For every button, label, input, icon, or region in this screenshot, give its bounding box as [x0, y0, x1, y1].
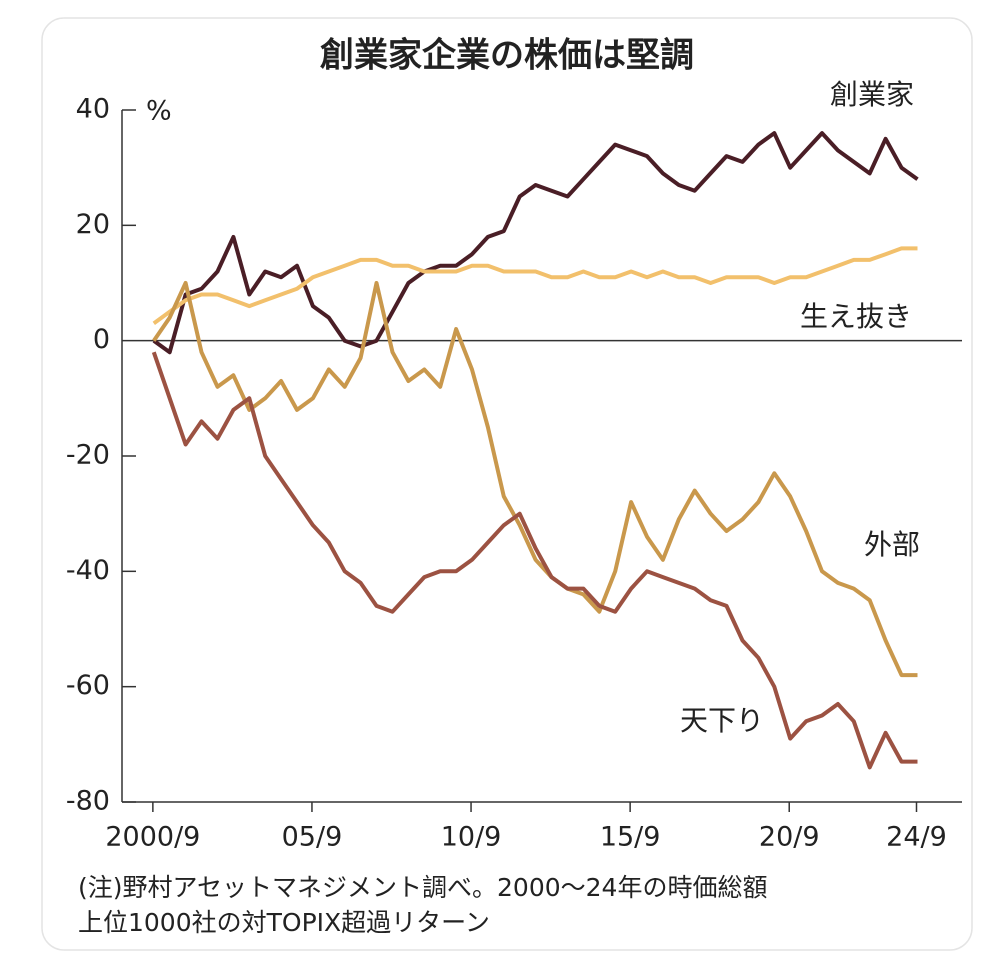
y-tick-label: -80	[66, 786, 110, 817]
x-tick-label: 24/9	[886, 822, 947, 853]
y-tick-label: 0	[93, 324, 110, 355]
card	[41, 17, 973, 951]
y-tick-label: -40	[66, 555, 110, 586]
chart-title: 創業家企業の株価は堅調	[320, 36, 694, 76]
y-unit: %	[146, 96, 172, 127]
x-tick-label: 05/9	[282, 822, 343, 853]
y-tick-label: 20	[76, 209, 110, 240]
series-label: 創業家	[830, 78, 914, 111]
series-line	[152, 281, 918, 678]
y-tick-label: 40	[76, 94, 110, 125]
series-label: 生え抜き	[800, 300, 912, 333]
y-tick-label: -60	[66, 670, 110, 701]
x-tick-label: 20/9	[759, 822, 820, 853]
series-label: 天下り	[680, 704, 764, 737]
note: (注)野村アセットマネジメント調べ。2000～24年の時価総額	[78, 873, 767, 902]
series-line	[152, 131, 919, 355]
x-tick-label: 10/9	[441, 822, 502, 853]
series-line	[152, 246, 918, 326]
y-tick-label: -20	[66, 440, 110, 471]
x-tick-label: 2000/9	[105, 822, 200, 853]
series-label: 外部	[864, 528, 920, 561]
x-tick-label: 15/9	[600, 822, 661, 853]
note: 上位1000社の対TOPIX超過リターン	[78, 908, 490, 937]
series-line	[151, 351, 918, 770]
